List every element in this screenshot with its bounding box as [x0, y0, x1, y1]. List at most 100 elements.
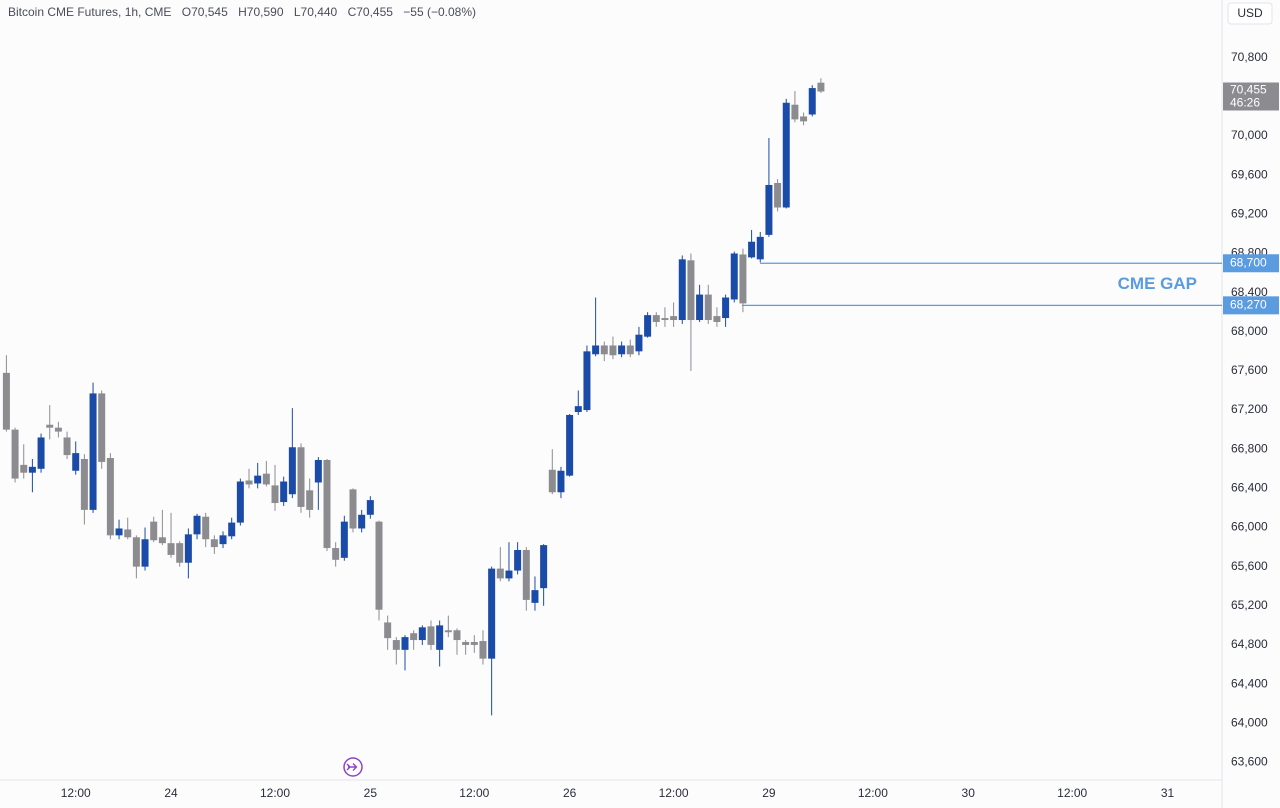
candle-body — [678, 259, 686, 321]
candle-body — [11, 429, 19, 479]
candle-body — [453, 630, 461, 641]
x-tick-label: 25 — [364, 786, 378, 800]
events-icon[interactable] — [343, 757, 363, 777]
y-tick-label: 64,800 — [1231, 637, 1268, 651]
symbol-title: Bitcoin CME Futures, 1h, CME — [8, 5, 172, 19]
ohlc-key: L — [293, 5, 301, 19]
y-tick-label: 64,400 — [1231, 676, 1268, 690]
y-tick-label: 67,600 — [1231, 363, 1268, 377]
candle-body — [514, 550, 522, 571]
candle-body — [618, 345, 626, 355]
candle-body — [349, 489, 357, 529]
candle-body — [635, 334, 643, 352]
candle-body — [20, 464, 28, 473]
candle-body — [392, 640, 400, 650]
candle-body — [583, 351, 591, 411]
candle-body — [323, 459, 331, 549]
gap-level-label: 68,700 — [1230, 255, 1267, 269]
x-tick-label: 30 — [962, 786, 976, 800]
candle-body — [98, 393, 106, 462]
candle-body — [661, 318, 669, 321]
candle-body — [80, 458, 88, 510]
candle-body — [2, 372, 10, 430]
candle-body — [202, 516, 210, 540]
candle-body — [418, 627, 426, 641]
candle-body — [115, 528, 123, 536]
candle-body — [687, 260, 695, 321]
candle-body — [297, 447, 305, 507]
candle-body — [436, 625, 444, 650]
candle-body — [652, 315, 660, 322]
candle-body — [496, 568, 504, 579]
candle-body — [410, 633, 418, 641]
candle-body — [791, 104, 799, 120]
candle-body — [89, 393, 97, 510]
candle-body — [332, 548, 340, 560]
candle-body — [479, 641, 487, 659]
x-tick-label: 24 — [164, 786, 178, 800]
ohlc-key: C — [347, 5, 357, 19]
candle-body — [254, 475, 262, 484]
candle-body — [219, 535, 227, 545]
x-tick-label: 26 — [563, 786, 577, 800]
candle-body — [228, 522, 236, 537]
last-price-box — [1223, 82, 1279, 111]
currency[interactable]: USD — [1237, 6, 1263, 20]
candle-body — [696, 294, 704, 321]
candle-body — [306, 490, 314, 510]
candle-body — [141, 539, 149, 567]
gap-annotation: CME GAP — [1118, 274, 1197, 293]
candle-body — [132, 537, 140, 567]
candle-body — [548, 469, 556, 493]
candle-body — [375, 521, 383, 610]
candle-body — [46, 424, 54, 428]
candle-body — [106, 458, 114, 536]
candle-body — [124, 529, 132, 538]
candle-body — [262, 473, 270, 485]
y-tick-label: 69,200 — [1231, 207, 1268, 221]
candle-body — [167, 543, 175, 555]
x-tick-label: 12:00 — [659, 786, 689, 800]
candle-body — [288, 447, 296, 495]
candle-body — [722, 297, 730, 319]
candle-body — [54, 427, 62, 432]
candle-body — [522, 550, 530, 600]
candle-body — [592, 345, 600, 355]
y-tick-label: 66,400 — [1231, 481, 1268, 495]
candle-body — [384, 622, 392, 639]
ohlc-value: 70,440 — [300, 5, 338, 19]
x-tick-label: 12:00 — [260, 786, 290, 800]
candle-body — [236, 481, 244, 523]
candle-body — [704, 294, 712, 321]
y-tick-label: 66,000 — [1231, 520, 1268, 534]
gap-level-box — [1223, 254, 1279, 273]
candle-body — [358, 514, 366, 529]
y-tick-label: 70,800 — [1231, 50, 1268, 64]
candle-body — [470, 642, 478, 645]
candle-body — [28, 466, 36, 473]
candle-body — [505, 570, 513, 579]
y-tick-label: 66,800 — [1231, 441, 1268, 455]
candle-body — [340, 521, 348, 558]
candle-body — [817, 82, 825, 92]
candle-body — [670, 316, 678, 321]
candle-body — [609, 345, 617, 356]
ohlc-value: 70,545 — [191, 5, 228, 19]
candle-body — [765, 184, 773, 235]
candle-body — [427, 626, 435, 645]
currency-button[interactable] — [1227, 2, 1273, 25]
y-tick-label: 65,600 — [1231, 559, 1268, 573]
ohlc-key: H — [238, 5, 247, 19]
x-tick-label: 12:00 — [1057, 786, 1087, 800]
candle-body — [158, 537, 166, 544]
legend-header: Bitcoin CME Futures, 1h, CME O70,545 H70… — [8, 5, 476, 19]
y-tick-label: 68,400 — [1231, 285, 1268, 299]
y-tick-label: 68,000 — [1231, 324, 1268, 338]
y-tick-label: 69,600 — [1231, 167, 1268, 181]
candle-body — [531, 590, 539, 603]
x-tick-label: 12:00 — [61, 786, 91, 800]
candle-body — [557, 470, 565, 493]
